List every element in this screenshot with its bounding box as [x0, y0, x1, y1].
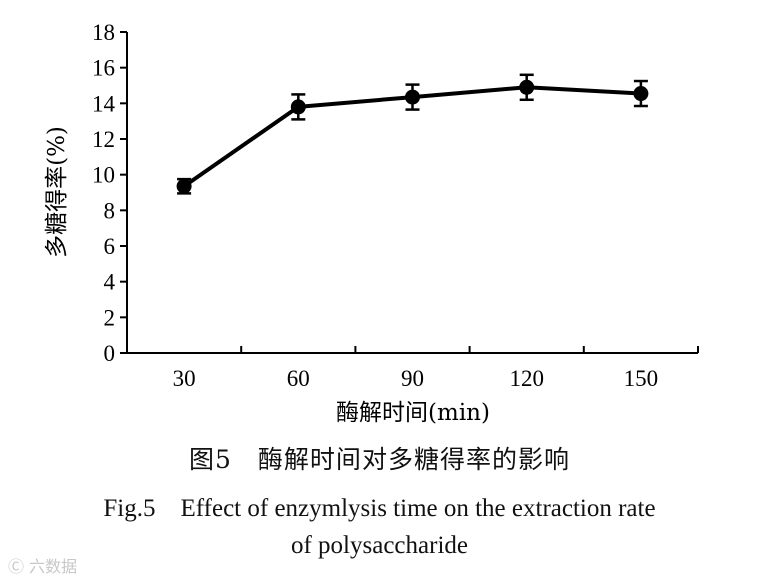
y-tick-label: 6: [104, 234, 116, 259]
data-point: [633, 86, 649, 102]
chart-axes: 0 2 4 6 8 10 12 14 16 18 30 60 90 120 150: [92, 20, 699, 391]
y-tick-label: 12: [92, 127, 115, 152]
data-point: [519, 79, 535, 95]
chart: 0 2 4 6 8 10 12 14 16 18 30 60 90 120 150 酶解时间(min) 多糖…: [44, 20, 699, 426]
data-point: [290, 99, 306, 115]
y-tick-label: 16: [92, 56, 115, 81]
x-tick-label: 90: [401, 366, 424, 391]
x-tick-label: 120: [509, 366, 544, 391]
y-axis-label: 多糖得率(%): [44, 126, 70, 258]
x-tick-label: 30: [173, 366, 196, 391]
y-tick-label: 18: [92, 20, 115, 45]
y-tick-label: 10: [92, 163, 115, 188]
x-tick-label: 60: [287, 366, 310, 391]
data-point: [405, 89, 420, 105]
y-tick-label: 8: [104, 198, 116, 223]
figure-caption-english-line-1: Fig.5 Effect of enzymlysis time on the e…: [103, 495, 656, 522]
x-axis-label: 酶解时间(min): [336, 400, 490, 426]
figure-caption-english-line-2: of polysaccharide: [290, 532, 468, 559]
y-tick-label: 0: [104, 341, 116, 366]
figure-caption-chinese: 图5 酶解时间对多糖得率的影响: [189, 445, 570, 474]
data-point: [176, 178, 192, 194]
chart-marks: [176, 73, 649, 195]
y-tick-label: 2: [104, 305, 116, 330]
x-tick-label: 150: [624, 366, 659, 391]
watermark: Ⓒ 六数据: [8, 557, 78, 576]
y-tick-label: 4: [104, 270, 116, 295]
y-tick-label: 14: [92, 91, 116, 116]
